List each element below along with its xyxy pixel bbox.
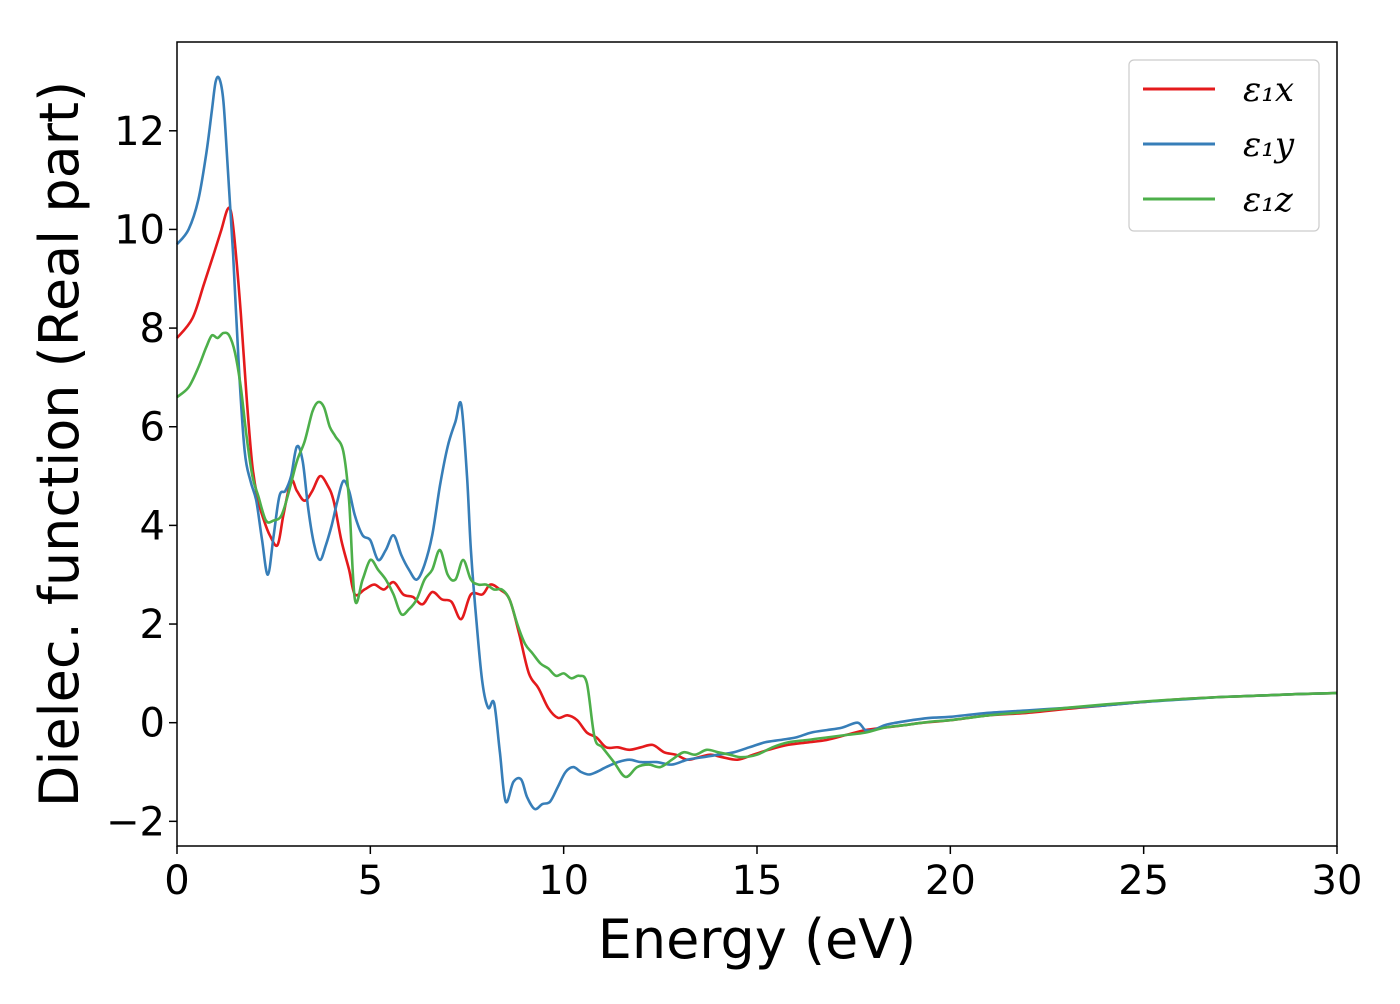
y-tick-label: 10: [114, 207, 165, 253]
y-tick-label: 4: [140, 503, 165, 549]
series-line-2: [176, 331, 1338, 779]
series-line-1: [175, 75, 1338, 811]
series-line-0: [175, 206, 1338, 762]
x-tick-label: 10: [538, 858, 589, 904]
y-tick-label: 12: [114, 109, 165, 155]
legend-label-1: ε₁y: [1243, 125, 1295, 165]
legend: ε₁x ε₁y ε₁z: [1128, 59, 1320, 232]
legend-label-0: ε₁x: [1243, 70, 1294, 110]
legend-label-2: ε₁z: [1243, 180, 1294, 220]
series-group: [175, 75, 1338, 811]
y-tick-label: 6: [140, 405, 165, 451]
x-axis-ticks: 0 5 10 15 20 25 30: [164, 846, 1362, 904]
y-tick-label: 0: [140, 701, 165, 747]
y-tick-label: 2: [140, 602, 165, 648]
x-tick-label: 15: [732, 858, 783, 904]
y-tick-label: −2: [106, 799, 165, 845]
y-axis-title: Dielec. function (Real part): [28, 81, 91, 807]
x-axis-title: Energy (eV): [598, 908, 917, 971]
y-tick-label: 8: [140, 306, 165, 352]
y-axis-ticks: −2 0 2 4 6 8 10 12: [106, 109, 177, 845]
x-tick-label: 0: [164, 858, 189, 904]
legend-box: [1128, 59, 1320, 232]
x-tick-label: 20: [925, 858, 976, 904]
x-tick-label: 30: [1312, 858, 1363, 904]
x-tick-label: 5: [358, 858, 383, 904]
x-tick-label: 25: [1118, 858, 1169, 904]
